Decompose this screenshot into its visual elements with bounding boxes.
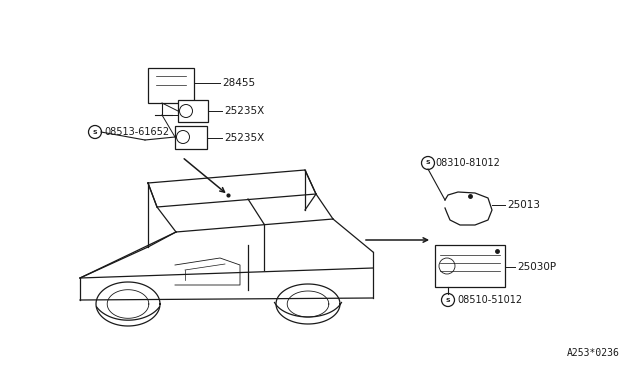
Text: S: S: [93, 129, 97, 135]
Bar: [148, 68, 194, 103]
Text: S: S: [426, 160, 430, 166]
Text: 25235X: 25235X: [224, 133, 264, 143]
Bar: [178, 100, 208, 122]
Text: S: S: [445, 298, 451, 302]
Text: 08310-81012: 08310-81012: [435, 158, 500, 168]
Text: A253*0236: A253*0236: [567, 348, 620, 358]
Bar: [435, 245, 505, 287]
Text: 25030P: 25030P: [517, 262, 556, 272]
Text: 08510-51012: 08510-51012: [457, 295, 522, 305]
Text: 25013: 25013: [507, 200, 540, 210]
Text: 08513-61652: 08513-61652: [104, 127, 169, 137]
Bar: [175, 126, 207, 149]
Text: 25235X: 25235X: [224, 106, 264, 116]
Text: 28455: 28455: [222, 78, 255, 88]
